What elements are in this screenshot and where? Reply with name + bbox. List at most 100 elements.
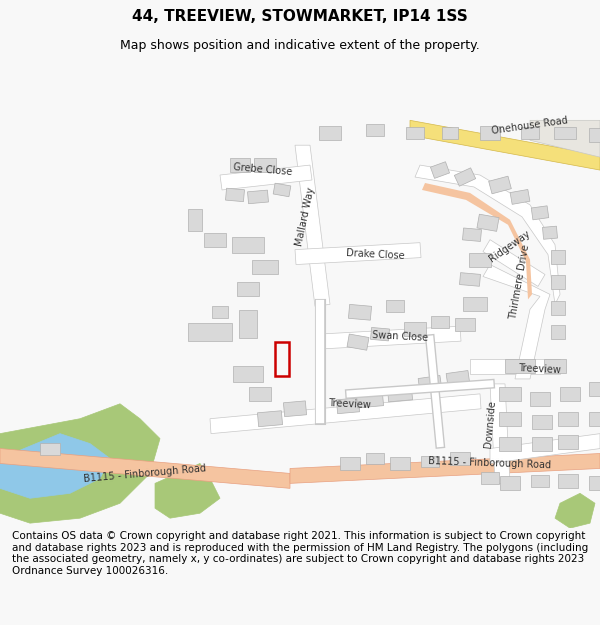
Bar xyxy=(589,412,600,426)
Bar xyxy=(551,276,565,289)
Polygon shape xyxy=(220,165,312,190)
Polygon shape xyxy=(210,394,481,434)
Bar xyxy=(454,168,476,186)
Bar xyxy=(249,387,271,401)
Text: Treeview: Treeview xyxy=(518,363,562,375)
Polygon shape xyxy=(490,384,510,483)
Polygon shape xyxy=(470,359,560,374)
Text: Ridgeway: Ridgeway xyxy=(488,229,532,264)
Polygon shape xyxy=(530,121,600,157)
Bar xyxy=(252,259,278,274)
Bar xyxy=(544,359,566,373)
Bar xyxy=(521,127,539,139)
Bar xyxy=(589,476,600,491)
Bar xyxy=(421,456,439,468)
Polygon shape xyxy=(295,145,330,306)
Bar xyxy=(442,127,458,139)
Bar xyxy=(418,376,442,392)
Bar xyxy=(430,162,449,178)
Text: B1115 - Finborough Road: B1115 - Finborough Road xyxy=(83,463,207,484)
Polygon shape xyxy=(318,326,461,349)
Bar xyxy=(589,382,600,396)
Bar xyxy=(558,434,578,449)
Bar xyxy=(463,228,481,241)
Polygon shape xyxy=(415,165,560,304)
Bar xyxy=(230,158,250,172)
Bar xyxy=(386,301,404,312)
Bar xyxy=(204,232,226,247)
Bar xyxy=(431,316,449,328)
Bar xyxy=(551,249,565,264)
Text: Thirlmere Drive: Thirlmere Drive xyxy=(508,244,532,321)
Bar xyxy=(188,323,232,341)
Bar xyxy=(463,298,487,311)
Polygon shape xyxy=(0,449,290,488)
Text: 44, TREEVIEW, STOWMARKET, IP14 1SS: 44, TREEVIEW, STOWMARKET, IP14 1SS xyxy=(132,9,468,24)
Bar xyxy=(477,214,499,231)
Text: Map shows position and indicative extent of the property.: Map shows position and indicative extent… xyxy=(120,39,480,52)
Bar xyxy=(406,127,424,139)
Bar xyxy=(283,401,307,417)
Bar xyxy=(551,301,565,315)
Bar xyxy=(558,474,578,488)
Bar xyxy=(366,124,384,136)
Bar xyxy=(481,472,499,484)
Text: Grebe Close: Grebe Close xyxy=(233,162,293,177)
Bar xyxy=(510,189,530,204)
Bar xyxy=(226,188,244,202)
Bar xyxy=(371,328,389,341)
Bar xyxy=(532,437,552,451)
Bar xyxy=(232,237,264,252)
Bar xyxy=(337,398,359,414)
Bar xyxy=(560,387,580,401)
Polygon shape xyxy=(410,121,600,170)
Text: Treeview: Treeview xyxy=(328,398,371,410)
Bar xyxy=(455,318,475,331)
Polygon shape xyxy=(490,434,600,464)
Bar xyxy=(388,386,413,402)
Bar xyxy=(319,126,341,140)
Bar xyxy=(499,387,521,401)
Polygon shape xyxy=(555,493,595,528)
Bar xyxy=(390,456,410,471)
Bar xyxy=(460,272,481,286)
Bar xyxy=(531,206,549,220)
Bar xyxy=(212,306,228,318)
Bar xyxy=(273,183,291,197)
Bar xyxy=(558,412,578,426)
Bar xyxy=(356,392,383,408)
Bar xyxy=(542,226,557,239)
Text: B1115 - Finborough Road: B1115 - Finborough Road xyxy=(428,456,551,471)
Bar xyxy=(532,415,552,429)
Text: Contains OS data © Crown copyright and database right 2021. This information is : Contains OS data © Crown copyright and d… xyxy=(12,531,588,576)
Bar xyxy=(446,371,470,388)
Polygon shape xyxy=(483,239,545,286)
Polygon shape xyxy=(422,183,532,299)
Text: Downside: Downside xyxy=(483,399,497,448)
Text: Swan Close: Swan Close xyxy=(372,330,428,342)
Bar xyxy=(275,342,289,376)
Bar xyxy=(188,209,202,231)
Bar xyxy=(531,476,549,488)
Bar xyxy=(254,158,276,172)
Bar xyxy=(450,451,470,466)
Bar xyxy=(233,366,263,382)
Bar xyxy=(239,310,257,338)
Bar xyxy=(554,127,576,139)
Bar xyxy=(551,325,565,339)
Bar xyxy=(404,322,426,336)
Bar xyxy=(248,190,268,204)
Bar xyxy=(40,442,60,454)
Polygon shape xyxy=(295,242,421,264)
Bar xyxy=(366,452,384,464)
Bar xyxy=(237,282,259,296)
Text: Drake Close: Drake Close xyxy=(346,248,404,261)
Bar xyxy=(499,437,521,451)
Bar xyxy=(257,411,283,427)
Polygon shape xyxy=(290,454,600,483)
Bar xyxy=(499,412,521,426)
Bar xyxy=(505,359,535,373)
Bar xyxy=(500,476,520,491)
Polygon shape xyxy=(0,404,160,523)
Polygon shape xyxy=(0,434,110,498)
